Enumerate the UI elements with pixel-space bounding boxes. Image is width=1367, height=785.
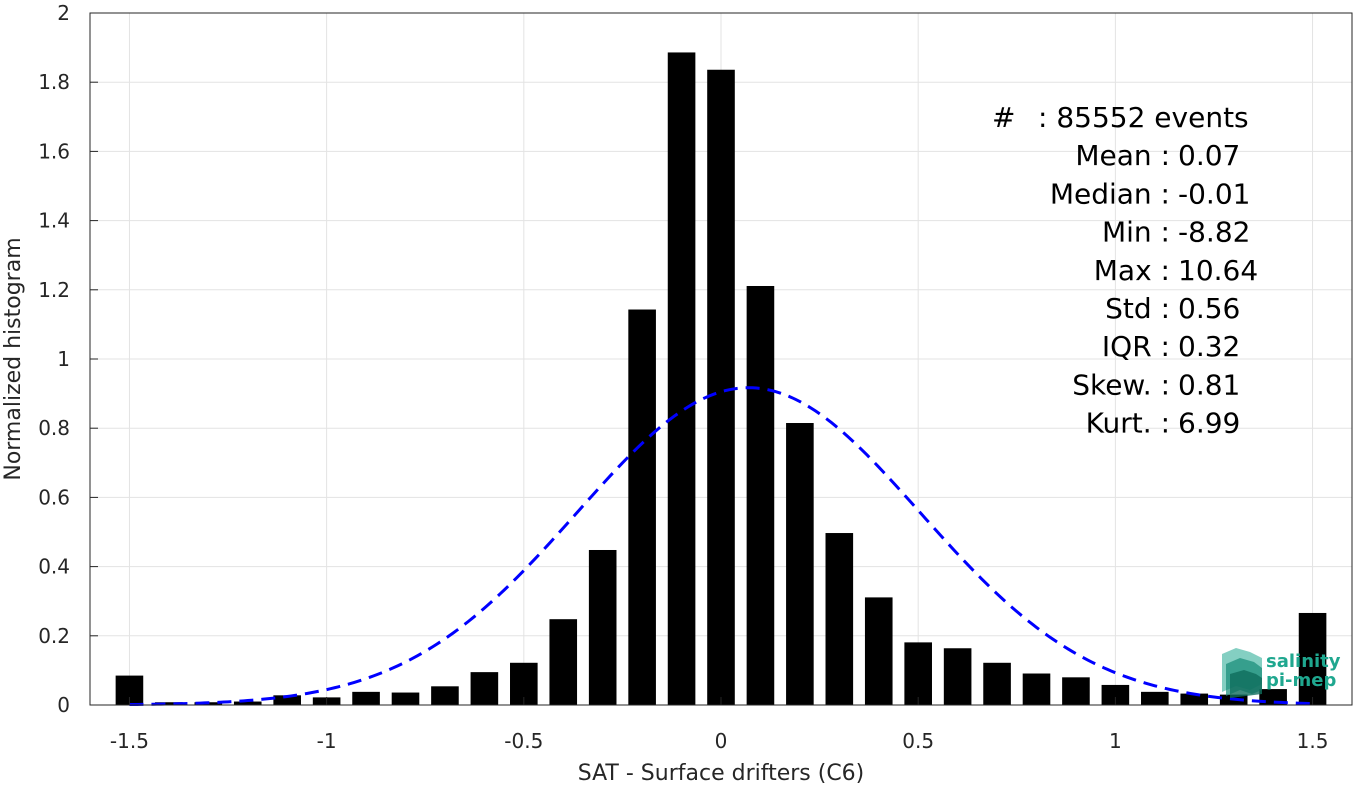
bar bbox=[1298, 612, 1327, 705]
bar bbox=[628, 309, 656, 705]
normal-fit-curve bbox=[129, 386, 1313, 707]
y-tick-label: 0.4 bbox=[38, 555, 70, 579]
stat-row: Std :0.56 bbox=[1105, 292, 1240, 325]
y-tick-label: 1 bbox=[57, 347, 70, 371]
y-tick-label: 0.2 bbox=[38, 624, 70, 648]
stat-label: IQR : bbox=[1102, 330, 1170, 363]
stat-value: -0.01 bbox=[1178, 177, 1250, 210]
stat-value: 6.99 bbox=[1178, 407, 1240, 440]
y-tick-label: 1.8 bbox=[38, 70, 70, 94]
bar bbox=[352, 691, 380, 705]
bar bbox=[943, 648, 972, 705]
y-tick-label: 0 bbox=[57, 693, 70, 717]
stat-value: 0.07 bbox=[1178, 139, 1240, 172]
logo-line2: pi-mep bbox=[1266, 670, 1336, 691]
y-axis-ticks: 0 0.2 0.4 0.6 0.8 1 1.2 1.4 1.6 1.8 2 bbox=[38, 1, 98, 717]
bar bbox=[786, 423, 814, 705]
stat-row: Kurt. :6.99 bbox=[1086, 407, 1241, 440]
x-tick-label: 1 bbox=[1109, 729, 1122, 753]
stat-label: Mean : bbox=[1075, 139, 1170, 172]
stat-row: Max :10.64 bbox=[1094, 254, 1258, 287]
stat-row: Median : -0.01 bbox=[1050, 177, 1251, 210]
y-axis-label: Normalized histogram bbox=[1, 237, 26, 480]
y-tick-label: 1.6 bbox=[38, 139, 70, 163]
x-tick-label: -0.5 bbox=[504, 729, 543, 753]
stat-row: # : 85552 events bbox=[992, 101, 1249, 134]
stat-label: Skew. : bbox=[1072, 368, 1170, 401]
stat-value: -8.82 bbox=[1178, 216, 1250, 249]
stat-label: Kurt. : bbox=[1086, 407, 1170, 440]
logo-line1: salinity bbox=[1266, 651, 1341, 672]
bar bbox=[431, 686, 459, 705]
stat-row: IQR :0.32 bbox=[1102, 330, 1240, 363]
y-tick-label: 0.8 bbox=[38, 416, 70, 440]
stat-value: 10.64 bbox=[1178, 254, 1258, 287]
stat-label: Max : bbox=[1094, 254, 1170, 287]
y-tick-label: 1.2 bbox=[38, 278, 70, 302]
x-tick-label: -1 bbox=[317, 729, 337, 753]
bar bbox=[470, 672, 499, 705]
bar bbox=[155, 702, 183, 705]
stat-label: # bbox=[992, 101, 1015, 134]
bar bbox=[1022, 673, 1051, 705]
bar bbox=[1141, 691, 1169, 705]
histogram-bars bbox=[115, 52, 1327, 706]
x-axis-label: SAT - Surface drifters (C6) bbox=[578, 761, 865, 785]
x-axis-ticks: -1.5 -1 -0.5 0 0.5 1 1.5 bbox=[110, 697, 1329, 753]
salinity-pimep-logo: salinity pi-mep bbox=[1222, 648, 1341, 698]
x-tick-label: -1.5 bbox=[110, 729, 149, 753]
stat-row: Skew. :0.81 bbox=[1072, 368, 1240, 401]
y-tick-label: 0.6 bbox=[38, 485, 70, 509]
bar bbox=[233, 701, 262, 705]
y-tick-label: 2 bbox=[57, 1, 70, 25]
stat-value: 0.81 bbox=[1178, 368, 1240, 401]
stat-value: 0.56 bbox=[1178, 292, 1240, 325]
stat-label: Min : bbox=[1102, 216, 1170, 249]
bar bbox=[825, 533, 854, 705]
bar bbox=[588, 549, 617, 705]
bar bbox=[273, 695, 301, 705]
stat-row: Min : -8.82 bbox=[1102, 216, 1250, 249]
bar bbox=[549, 619, 578, 705]
bar bbox=[983, 662, 1011, 705]
stat-value: : 85552 events bbox=[1038, 101, 1249, 134]
logo-icon bbox=[1222, 648, 1262, 698]
bar bbox=[707, 69, 735, 705]
stat-row: Mean :0.07 bbox=[1075, 139, 1240, 172]
stat-label: Median : bbox=[1050, 177, 1170, 210]
bar bbox=[746, 285, 775, 705]
bar bbox=[864, 597, 893, 705]
x-tick-label: 1.5 bbox=[1297, 729, 1329, 753]
bar bbox=[904, 642, 932, 705]
bar bbox=[391, 692, 420, 705]
stat-value: 0.32 bbox=[1178, 330, 1240, 363]
y-tick-label: 1.4 bbox=[38, 209, 70, 233]
x-tick-label: 0 bbox=[715, 729, 728, 753]
bar bbox=[1062, 677, 1090, 705]
bar bbox=[667, 52, 696, 706]
bar bbox=[1101, 684, 1130, 705]
stat-label: Std : bbox=[1105, 292, 1170, 325]
bar bbox=[1180, 693, 1209, 705]
x-tick-label: 0.5 bbox=[902, 729, 934, 753]
